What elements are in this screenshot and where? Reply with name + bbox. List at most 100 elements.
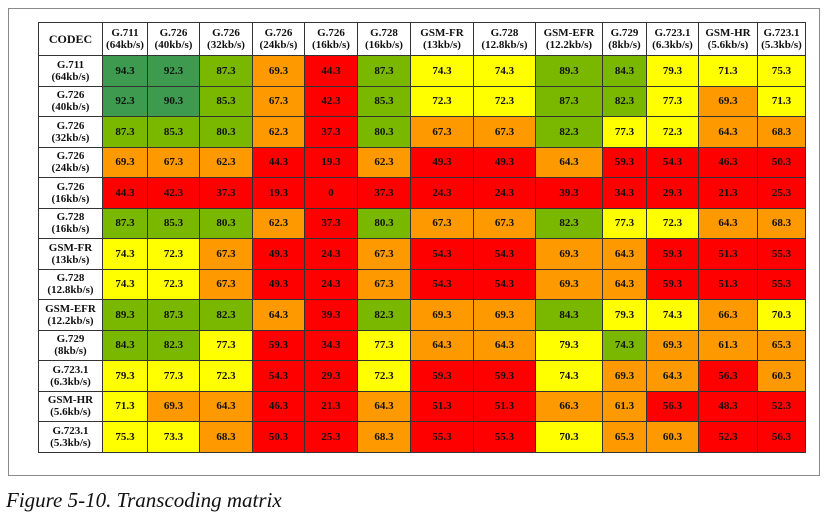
matrix-cell: 72.3 bbox=[199, 360, 253, 392]
matrix-cell: 59.3 bbox=[646, 268, 699, 300]
matrix-cell: 59.3 bbox=[252, 329, 305, 361]
matrix-cell: 49.3 bbox=[473, 146, 536, 178]
matrix-cell: 68.3 bbox=[357, 421, 411, 453]
matrix-cell: 69.3 bbox=[147, 390, 200, 422]
matrix-cell: 72.3 bbox=[410, 85, 474, 117]
matrix-cell: 77.3 bbox=[357, 329, 411, 361]
matrix-cell: 44.3 bbox=[252, 146, 305, 178]
column-header: GSM-HR (5.6kb/s) bbox=[698, 22, 758, 56]
matrix-cell: 82.3 bbox=[147, 329, 200, 361]
matrix-cell: 70.3 bbox=[757, 299, 806, 331]
matrix-cell: 69.3 bbox=[602, 360, 647, 392]
matrix-cell: 37.3 bbox=[304, 116, 358, 148]
row-codec-name: G.726 bbox=[56, 180, 85, 193]
row-codec-rate: (8kb/s) bbox=[54, 345, 87, 358]
row-codec-name: GSM-HR bbox=[47, 394, 94, 407]
matrix-cell: 87.3 bbox=[535, 85, 603, 117]
column-header: G.728 (12.8kb/s) bbox=[473, 22, 536, 56]
matrix-cell: 21.3 bbox=[304, 390, 358, 422]
matrix-cell: 64.3 bbox=[199, 390, 253, 422]
matrix-cell: 60.3 bbox=[757, 360, 806, 392]
matrix-cell: 55.3 bbox=[410, 421, 474, 453]
matrix-cell: 71.3 bbox=[698, 55, 758, 87]
matrix-cell: 64.3 bbox=[698, 116, 758, 148]
row-header: G.726 (32kb/s) bbox=[38, 116, 103, 148]
matrix-cell: 56.3 bbox=[698, 360, 758, 392]
row-codec-name: G.729 bbox=[56, 333, 85, 346]
matrix-cell: 24.3 bbox=[304, 268, 358, 300]
matrix-cell: 62.3 bbox=[252, 116, 305, 148]
matrix-cell: 75.3 bbox=[757, 55, 806, 87]
matrix-cell: 54.3 bbox=[473, 238, 536, 270]
matrix-cell: 69.3 bbox=[102, 146, 148, 178]
column-header: G.726 (32kb/s) bbox=[199, 22, 253, 56]
matrix-cell: 64.3 bbox=[473, 329, 536, 361]
matrix-cell: 64.3 bbox=[602, 238, 647, 270]
column-codec-name: G.723.1 bbox=[763, 27, 800, 39]
matrix-cell: 73.3 bbox=[147, 421, 200, 453]
matrix-cell: 65.3 bbox=[602, 421, 647, 453]
table-row: G.726 (24kb/s) 69.3 67.3 62.3 44.3 19.3 62.3 49.… bbox=[38, 146, 806, 178]
matrix-cell: 66.3 bbox=[698, 299, 758, 331]
row-codec-rate: (13kb/s) bbox=[51, 253, 90, 266]
matrix-cell: 84.3 bbox=[102, 329, 148, 361]
matrix-cell: 19.3 bbox=[252, 177, 305, 209]
row-header: GSM-HR (5.6kb/s) bbox=[38, 390, 103, 422]
column-header: G.723.1 (6.3kb/s) bbox=[646, 22, 699, 56]
matrix-cell: 67.3 bbox=[410, 116, 474, 148]
matrix-cell: 34.3 bbox=[304, 329, 358, 361]
column-codec-rate: (5.6kb/s) bbox=[707, 39, 749, 51]
matrix-cell: 85.3 bbox=[357, 85, 411, 117]
matrix-cell: 42.3 bbox=[147, 177, 200, 209]
figure-caption: Figure 5-10. Transcoding matrix bbox=[6, 488, 282, 512]
matrix-cell: 37.3 bbox=[357, 177, 411, 209]
matrix-cell: 61.3 bbox=[602, 390, 647, 422]
row-codec-rate: (16kb/s) bbox=[51, 192, 90, 205]
matrix-cell: 92.3 bbox=[147, 55, 200, 87]
matrix-cell: 67.3 bbox=[199, 238, 253, 270]
matrix-cell: 77.3 bbox=[646, 85, 699, 117]
column-header: G.729 (8kb/s) bbox=[602, 22, 647, 56]
column-codec-name: G.726 bbox=[212, 27, 240, 39]
row-codec-name: G.711 bbox=[56, 58, 85, 71]
matrix-cell: 85.3 bbox=[147, 116, 200, 148]
column-codec-rate: (13kb/s) bbox=[423, 39, 461, 51]
matrix-cell: 68.3 bbox=[757, 207, 806, 239]
matrix-cell: 85.3 bbox=[199, 85, 253, 117]
row-codec-rate: (16kb/s) bbox=[51, 223, 90, 236]
table-row: GSM-FR (13kb/s) 74.3 72.3 67.3 49.3 24.3 67.3 54… bbox=[38, 238, 806, 270]
matrix-cell: 77.3 bbox=[602, 207, 647, 239]
column-header: G.726 (40kb/s) bbox=[147, 22, 200, 56]
matrix-cell: 24.3 bbox=[410, 177, 474, 209]
matrix-cell: 79.3 bbox=[602, 299, 647, 331]
table-row: G.728 (16kb/s) 87.3 85.3 80.3 62.3 37.3 80.3 67.… bbox=[38, 207, 806, 239]
matrix-cell: 84.3 bbox=[602, 55, 647, 87]
matrix-cell: 49.3 bbox=[252, 268, 305, 300]
matrix-cell: 69.3 bbox=[473, 299, 536, 331]
matrix-cell: 87.3 bbox=[199, 55, 253, 87]
matrix-cell: 52.3 bbox=[698, 421, 758, 453]
column-codec-name: GSM-HR bbox=[705, 27, 751, 39]
matrix-cell: 59.3 bbox=[646, 238, 699, 270]
matrix-cell: 55.3 bbox=[473, 421, 536, 453]
matrix-cell: 61.3 bbox=[698, 329, 758, 361]
matrix-cell: 67.3 bbox=[357, 238, 411, 270]
matrix-cell: 77.3 bbox=[199, 329, 253, 361]
matrix-cell: 39.3 bbox=[535, 177, 603, 209]
column-header: GSM-FR (13kb/s) bbox=[410, 22, 474, 56]
matrix-cell: 39.3 bbox=[304, 299, 358, 331]
matrix-cell: 77.3 bbox=[147, 360, 200, 392]
column-codec-rate: (24kb/s) bbox=[259, 39, 298, 51]
matrix-cell: 68.3 bbox=[757, 116, 806, 148]
matrix-cell: 51.3 bbox=[410, 390, 474, 422]
column-codec-rate: (64kb/s) bbox=[106, 39, 144, 51]
matrix-cell: 37.3 bbox=[199, 177, 253, 209]
row-header: G.723.1 (5.3kb/s) bbox=[38, 421, 103, 453]
row-codec-rate: (12.8kb/s) bbox=[47, 284, 94, 297]
matrix-cell: 64.3 bbox=[252, 299, 305, 331]
row-header: G.723.1 (6.3kb/s) bbox=[38, 360, 103, 392]
row-codec-rate: (12.2kb/s) bbox=[47, 314, 94, 327]
column-codec-name: GSM-FR bbox=[420, 27, 464, 39]
matrix-cell: 69.3 bbox=[698, 85, 758, 117]
matrix-cell: 51.3 bbox=[473, 390, 536, 422]
